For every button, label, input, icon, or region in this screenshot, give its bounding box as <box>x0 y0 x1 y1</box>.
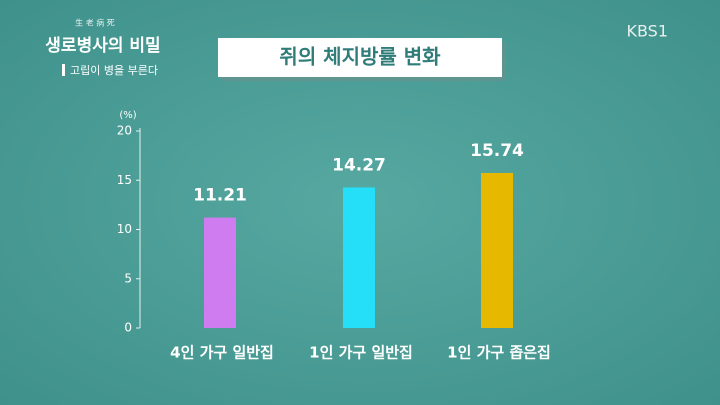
y-tick-label: 0 <box>124 321 132 335</box>
bar <box>481 172 513 328</box>
value-label: 14.27 <box>332 155 386 175</box>
x-tick-label: 1인 가구 일반집 <box>309 344 413 362</box>
x-tick-label: 1인 가구 좁은집 <box>447 344 551 362</box>
x-tick-label: 4인 가구 일반집 <box>170 344 274 362</box>
channel-logo: KBS1 <box>626 22 668 41</box>
chart-title: 쥐의 체지방률 변화 <box>279 45 441 69</box>
y-tick-label: 20 <box>117 124 132 138</box>
logo-hanja: 生 老 病 死 <box>75 18 115 28</box>
y-tick-label: 10 <box>117 222 132 236</box>
value-label: 11.21 <box>193 186 247 206</box>
y-tick-label: 15 <box>117 173 132 187</box>
program-title: 생로병사의 비밀 <box>45 35 160 56</box>
title-box <box>218 38 502 77</box>
value-label: 15.74 <box>470 141 524 161</box>
y-axis-unit: (%) <box>119 110 136 121</box>
y-tick-label: 5 <box>124 271 132 285</box>
bar <box>204 217 236 328</box>
episode-title: 고립이 병을 부른다 <box>70 64 158 77</box>
bar <box>343 187 375 328</box>
logo-bar <box>62 64 65 76</box>
